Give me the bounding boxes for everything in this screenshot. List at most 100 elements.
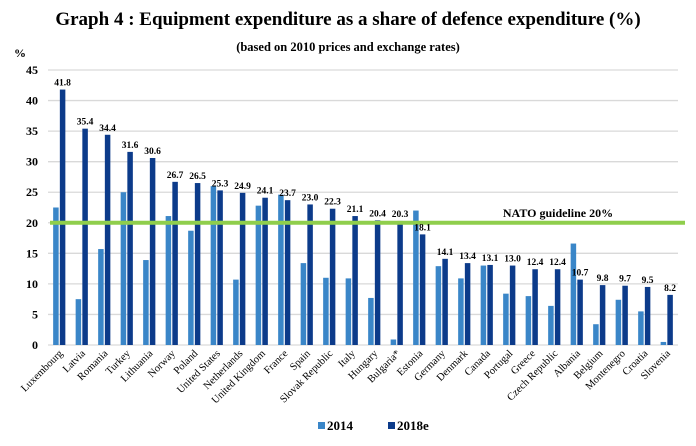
data-label: 9.5 (642, 276, 654, 286)
data-label: 24.1 (257, 187, 274, 197)
bar-2014-turkey (120, 192, 127, 345)
data-label: 22.3 (324, 198, 341, 208)
bar-2018e-luxembourg (59, 89, 66, 345)
bar-2018e-lithuania (149, 158, 156, 345)
data-label: 34.4 (99, 124, 116, 134)
y-tick-label: 45 (26, 63, 38, 77)
bar-2018e-france (284, 200, 291, 345)
bar-2014-hungary (368, 297, 374, 345)
bar-2018e-hungary (374, 220, 381, 345)
bar-2014-albania (570, 243, 577, 345)
bar-2018e-albania (577, 279, 583, 345)
data-labels: 41.8 35.4 34.4 31.6 30.6 26.7 26.5 25.3 24.9 24.1… (54, 79, 676, 294)
bar-2014-croatia (638, 311, 644, 345)
y-tick-label: 30 (26, 155, 38, 169)
chart-title: Graph 4 : Equipment expenditure as a sha… (55, 9, 641, 30)
data-label: 10.7 (572, 269, 589, 279)
bar-2014-portugal (503, 293, 509, 345)
bar-2014-canada (480, 265, 487, 345)
bar-2014-united-kingdom (255, 205, 262, 345)
bar-2018e-estonia (419, 234, 426, 345)
bar-2014-norway (165, 216, 172, 345)
bar-2014-slovak-republic (323, 277, 329, 345)
bar-2018e-italy (352, 216, 358, 345)
data-label: 24.9 (234, 182, 251, 192)
bar-2018e-canada (487, 264, 493, 345)
bar-2014-greece (525, 296, 532, 345)
x-axis-category-labels: LuxembourgLatviaRomaniaTurkeyLithuaniaNo… (19, 348, 673, 406)
x-tick-label: Luxembourg (19, 348, 66, 395)
y-axis-unit-label: % (14, 46, 26, 60)
legend-item-2014: 2014 (318, 418, 354, 433)
data-label: 35.4 (77, 118, 94, 128)
data-label: 23.0 (302, 193, 319, 203)
bar-2018e-latvia (82, 128, 88, 345)
data-label: 12.4 (549, 258, 566, 268)
data-label: 14.1 (437, 248, 454, 258)
y-tick-label: 35 (26, 124, 38, 138)
bar-2014-latvia (75, 299, 82, 345)
nato-guideline-label: NATO guideline 20% (503, 206, 613, 220)
y-tick-label: 15 (26, 246, 38, 260)
data-label: 25.3 (212, 179, 229, 189)
bar-2018e-united-kingdom (262, 197, 268, 345)
data-label: 9.8 (597, 274, 609, 284)
bar-2018e-montenegro (622, 285, 628, 345)
legend-swatch-2018e (388, 422, 395, 429)
bar-2018e-portugal (509, 265, 516, 345)
bar-2018e-germany (442, 258, 448, 345)
bar-2018e-belgium (599, 285, 606, 345)
data-label: 18.1 (414, 223, 431, 233)
legend: 2014 2018e (318, 418, 429, 433)
legend-item-2018e: 2018e (388, 418, 429, 433)
data-label: 31.6 (122, 141, 139, 151)
bar-2014-poland (188, 230, 194, 345)
data-label: 20.3 (392, 210, 409, 220)
y-axis-ticks: 0 5 10 15 20 25 30 35 40 45 (26, 63, 38, 352)
bar-2018e-croatia (644, 286, 651, 345)
bar-2018e-romania (104, 134, 111, 345)
bar-2014-italy (345, 278, 352, 345)
bar-2014-united-states (210, 186, 217, 345)
bar-2018e-slovenia (667, 294, 673, 345)
bar-2018e-norway (172, 181, 178, 345)
y-tick-label: 25 (26, 185, 38, 199)
data-label: 23.7 (279, 189, 296, 199)
bars (53, 89, 673, 345)
legend-label: 2014 (327, 418, 354, 433)
bar-2018e-czech-republic (554, 269, 561, 345)
data-label: 13.4 (459, 252, 476, 262)
bar-2018e-denmark (464, 263, 471, 345)
data-label: 41.8 (54, 79, 71, 89)
bar-2018e-turkey (127, 151, 133, 345)
data-label: 26.5 (189, 172, 206, 182)
chart-subtitle: (based on 2010 prices and exchange rates… (236, 40, 460, 54)
reference-line-group: NATO guideline 20% (50, 206, 685, 225)
bar-2018e-netherlands (239, 192, 246, 345)
bar-2014-bulgaria (390, 339, 397, 345)
bar-2014-czech-republic (548, 305, 554, 345)
data-label: 13.1 (482, 254, 499, 264)
bar-2014-belgium (593, 324, 599, 345)
legend-label: 2018e (397, 418, 429, 433)
y-tick-label: 10 (26, 277, 38, 291)
data-label: 13.0 (504, 255, 521, 265)
y-tick-label: 5 (32, 307, 38, 321)
y-tick-label: 20 (26, 216, 38, 230)
bar-2014-luxembourg (53, 207, 59, 345)
bar-2014-spain (300, 263, 307, 345)
bar-2018e-united-states (217, 190, 223, 345)
y-tick-label: 0 (32, 338, 38, 352)
bar-2014-montenegro (615, 299, 622, 345)
bar-2014-lithuania (143, 260, 149, 345)
data-label: 26.7 (167, 171, 184, 181)
bar-2018e-slovak-republic (329, 208, 336, 345)
bar-2014-denmark (458, 278, 464, 345)
bar-2014-france (278, 194, 284, 345)
data-label: 21.1 (347, 205, 364, 215)
data-label: 20.4 (369, 209, 386, 219)
bar-2018e-poland (194, 183, 201, 345)
data-label: 9.7 (619, 275, 631, 285)
bar-2018e-greece (532, 269, 538, 345)
